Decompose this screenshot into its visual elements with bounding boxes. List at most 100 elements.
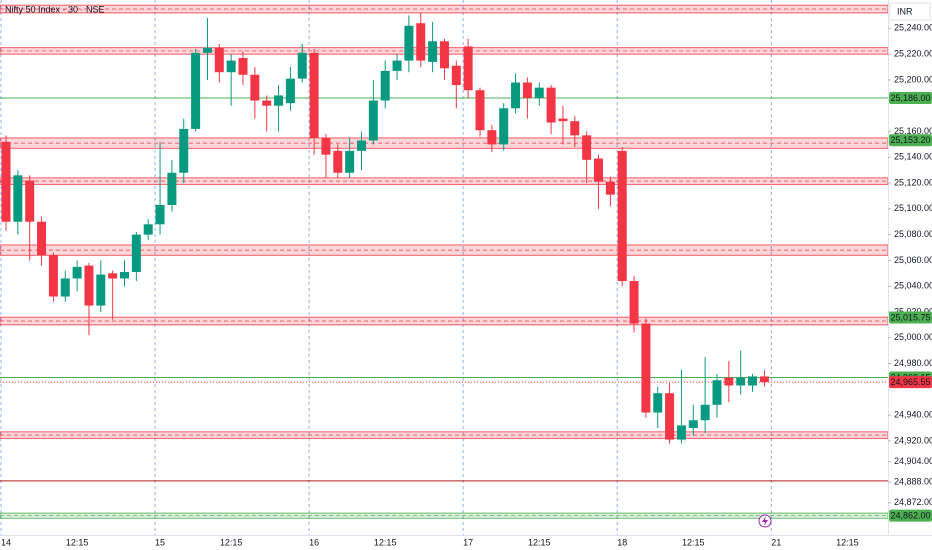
- x-tick-label: 12:15: [66, 537, 89, 547]
- candle-body: [120, 272, 129, 279]
- y-tick-label: 25,060.00: [894, 255, 932, 265]
- y-tick-label: 24,980.00: [894, 358, 932, 368]
- y-tick-label: 24,888.00: [894, 477, 932, 487]
- currency-label[interactable]: INR: [897, 6, 913, 16]
- candle-body: [428, 41, 438, 62]
- y-tick-label: 25,200.00: [894, 74, 932, 84]
- candle-body: [511, 82, 521, 109]
- x-tick-label: 12:15: [836, 537, 859, 547]
- candle-body: [84, 265, 94, 306]
- candle-body: [736, 377, 746, 386]
- candle-body: [392, 60, 402, 71]
- candle-body: [463, 46, 473, 91]
- currency-box[interactable]: [889, 2, 931, 21]
- y-tick-label: 25,100.00: [894, 203, 932, 213]
- candle-body: [617, 150, 627, 282]
- candle-body: [202, 47, 212, 53]
- x-tick-label: 18: [617, 537, 627, 547]
- candle-body: [345, 150, 355, 173]
- candle-body: [380, 70, 390, 101]
- event-icon-bolt: [762, 516, 768, 526]
- candle-body: [131, 234, 141, 273]
- candle-body: [451, 65, 461, 86]
- candle-body: [191, 52, 201, 129]
- x-tick-label: 12:15: [682, 537, 705, 547]
- y-tick-label: 25,220.00: [894, 49, 932, 59]
- candle-body: [605, 181, 615, 195]
- y-tick-label: 25,240.00: [894, 23, 932, 33]
- y-tick-label: 25,160.00: [894, 126, 932, 136]
- y-tick-label: 25,120.00: [894, 177, 932, 187]
- y-tick-label: 25,000.00: [894, 332, 932, 342]
- price-label-box: [889, 91, 932, 104]
- candle-body: [404, 25, 414, 61]
- candle-body: [546, 87, 556, 123]
- price-label: 24,862.00: [890, 511, 930, 521]
- candle-body: [712, 380, 722, 405]
- candle-body: [297, 52, 307, 79]
- candle-body: [594, 158, 603, 182]
- x-tick-label: 21: [771, 537, 781, 547]
- candle-body: [333, 150, 343, 173]
- candle-body: [475, 90, 485, 131]
- candle-body: [439, 41, 449, 69]
- candle-body: [665, 393, 675, 440]
- price-label-box: [889, 134, 932, 147]
- candle-body: [179, 128, 189, 173]
- candle-body: [25, 180, 35, 222]
- candle-body: [262, 100, 272, 106]
- candle-body: [285, 78, 295, 104]
- candle-body: [700, 404, 710, 421]
- candle-body: [96, 274, 106, 306]
- candle-body: [250, 74, 260, 101]
- y-tick-label: 24,920.00: [894, 435, 932, 445]
- price-label: 25,015.75: [890, 312, 930, 322]
- candle-body: [688, 420, 698, 428]
- x-tick-label: 12:15: [374, 537, 397, 547]
- candle-body: [534, 87, 544, 98]
- candle-body: [522, 82, 532, 98]
- candle-body: [167, 172, 177, 205]
- y-tick-label: 25,080.00: [894, 229, 932, 239]
- candle-body: [570, 121, 580, 136]
- candle-body: [653, 393, 663, 413]
- chart-title: Nifty 50 Index · 30 · NSE: [5, 4, 105, 14]
- candle-body: [309, 52, 319, 138]
- price-label: 24,965.55: [890, 377, 930, 387]
- candle-body: [759, 376, 769, 383]
- candle-body: [487, 130, 497, 145]
- candle-body: [357, 140, 366, 151]
- y-tick-label: 24,872.00: [894, 497, 932, 507]
- candle-body: [368, 100, 378, 141]
- candle-body: [155, 204, 165, 225]
- candle-body: [1, 141, 11, 222]
- x-tick-label: 14: [1, 537, 11, 547]
- candle-body: [72, 266, 82, 279]
- price-label-box: [889, 311, 932, 324]
- x-tick-label: 12:15: [528, 537, 551, 547]
- price-label-box: [889, 376, 932, 389]
- candle-body: [60, 278, 70, 297]
- candle-body: [143, 224, 153, 235]
- price-label: 25,186.00: [890, 93, 930, 103]
- candle-body: [558, 118, 568, 122]
- y-tick-label: 24,940.00: [894, 409, 932, 419]
- candle-body: [416, 23, 426, 61]
- candle-body: [108, 273, 118, 279]
- candle-body: [582, 135, 592, 160]
- candle-body: [214, 47, 224, 73]
- x-tick-label: 17: [463, 537, 473, 547]
- candle-body: [48, 255, 58, 297]
- candle-body: [676, 425, 686, 440]
- price-label-box: [889, 509, 932, 522]
- x-tick-label: 16: [309, 537, 319, 547]
- candle-body: [274, 95, 284, 106]
- candle-body: [226, 60, 236, 73]
- y-tick-label: 25,020.00: [894, 306, 932, 316]
- candle-body: [321, 137, 331, 155]
- candle-body: [748, 376, 758, 386]
- y-tick-label: 25,040.00: [894, 281, 932, 291]
- x-tick-label: 12:15: [220, 537, 243, 547]
- candle-body: [629, 281, 639, 324]
